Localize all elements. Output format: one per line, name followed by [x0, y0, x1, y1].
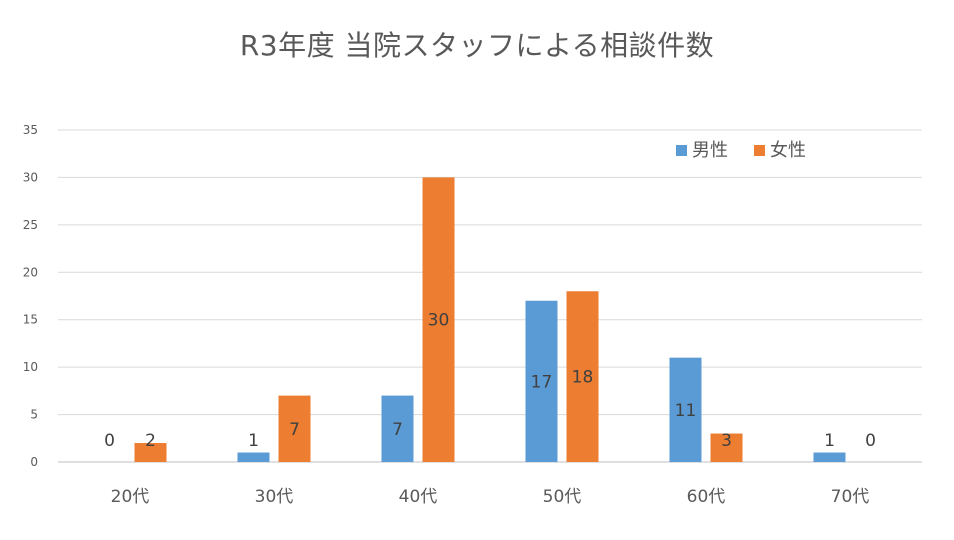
- y-tick-label: 25: [23, 218, 38, 232]
- data-label: 1: [824, 431, 835, 451]
- bar[interactable]: [525, 300, 558, 462]
- bar[interactable]: [710, 433, 743, 462]
- legend-label: 女性: [770, 140, 806, 161]
- bar[interactable]: [566, 291, 599, 462]
- chart-title: R3年度 当院スタッフによる相談件数: [239, 29, 715, 62]
- y-tick-label: 20: [23, 265, 38, 279]
- bar[interactable]: [669, 357, 702, 462]
- data-label: 1: [248, 431, 259, 451]
- data-label: 7: [289, 420, 300, 440]
- data-label: 18: [572, 368, 594, 388]
- y-tick-label: 35: [23, 123, 38, 137]
- data-label: 0: [865, 431, 876, 451]
- y-tick-label: 5: [30, 408, 38, 422]
- x-tick-label: 50代: [543, 487, 582, 507]
- data-label: 0: [104, 431, 115, 451]
- data-label: 2: [145, 431, 156, 451]
- data-label: 30: [428, 311, 450, 331]
- data-label: 17: [531, 372, 553, 392]
- x-tick-label: 30代: [255, 487, 294, 507]
- data-label: 7: [392, 420, 403, 440]
- x-tick-label: 60代: [687, 487, 726, 507]
- x-tick-label: 40代: [399, 487, 438, 507]
- legend-label: 男性: [692, 140, 728, 161]
- bar[interactable]: [813, 452, 846, 462]
- bar[interactable]: [134, 443, 167, 462]
- y-tick-label: 0: [30, 455, 38, 469]
- bar[interactable]: [381, 395, 414, 462]
- y-tick-label: 15: [23, 313, 38, 327]
- legend-swatch: [754, 145, 765, 156]
- legend-swatch: [676, 145, 687, 156]
- y-tick-label: 10: [23, 360, 38, 374]
- bar[interactable]: [422, 177, 455, 462]
- bar[interactable]: [278, 395, 311, 462]
- x-tick-label: 70代: [831, 487, 870, 507]
- y-tick-label: 30: [23, 170, 38, 184]
- data-label: 3: [721, 431, 732, 451]
- bar[interactable]: [237, 452, 270, 462]
- x-tick-label: 20代: [111, 487, 150, 507]
- data-label: 11: [675, 401, 697, 421]
